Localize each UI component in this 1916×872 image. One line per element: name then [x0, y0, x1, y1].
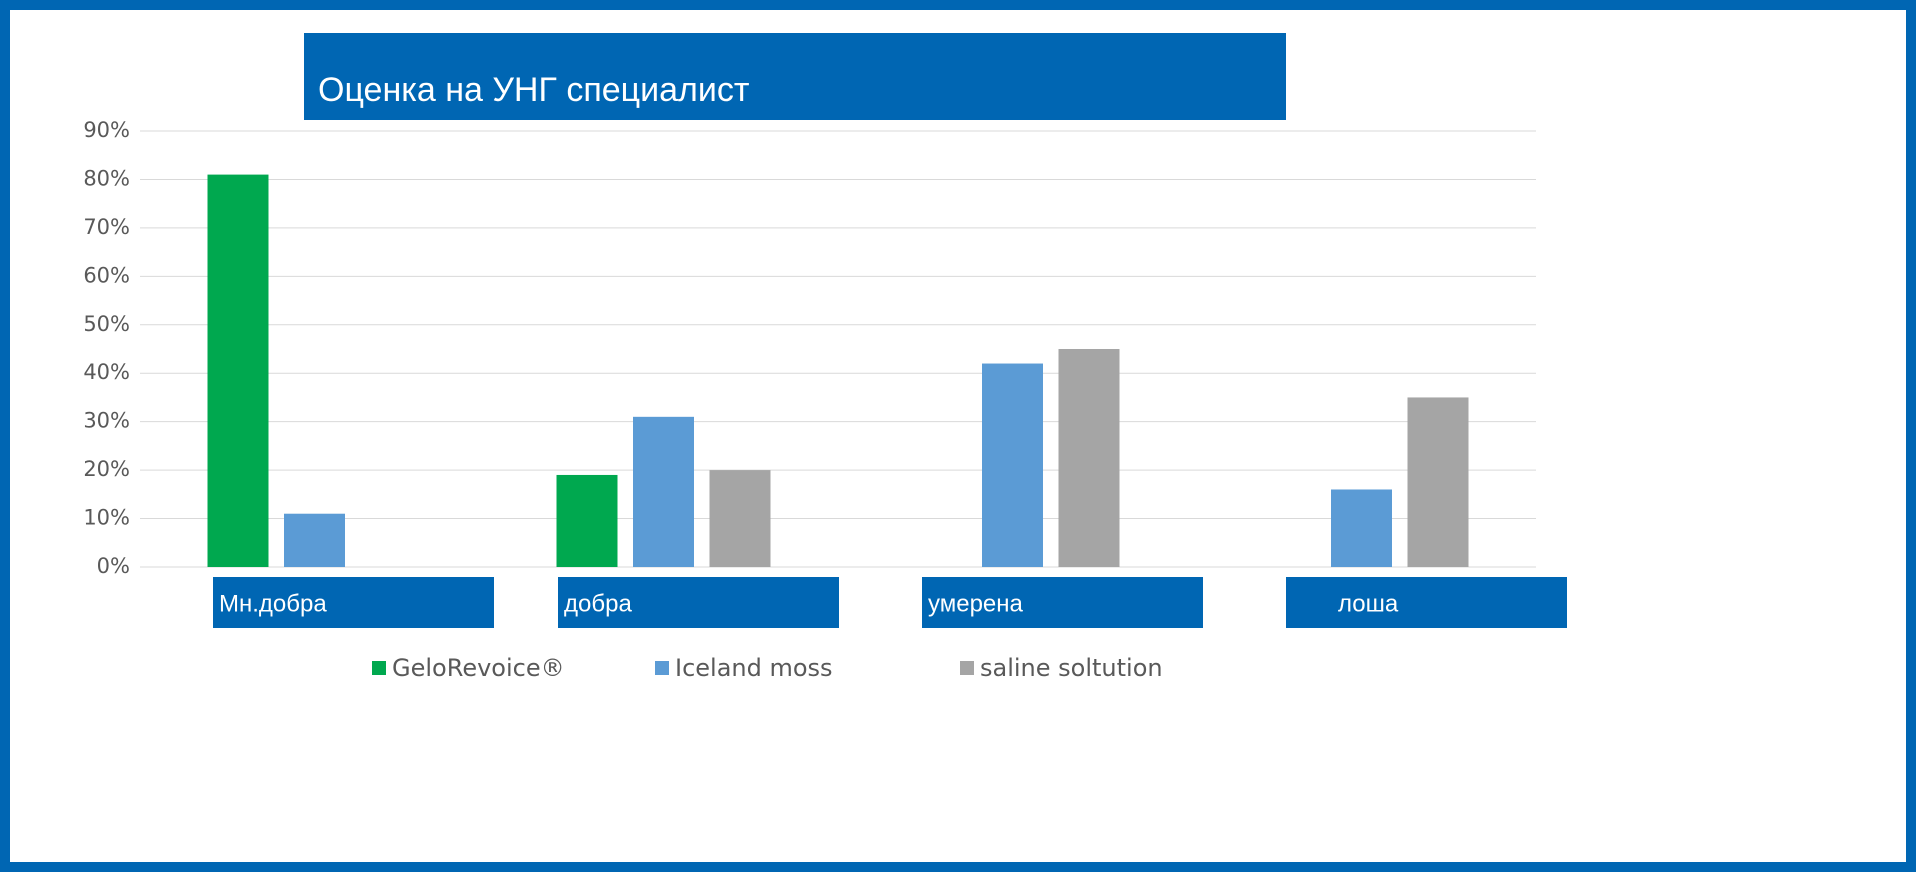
chart-title: Оценка на УНГ специалист [318, 71, 749, 109]
bar [982, 363, 1043, 567]
legend-swatch [655, 661, 669, 675]
bar [1331, 489, 1392, 567]
bar [1407, 397, 1469, 567]
y-tick-label: 80% [83, 166, 130, 190]
x-tick-label: умерена [928, 590, 1024, 617]
bar [1058, 349, 1120, 567]
y-tick-label: 40% [83, 360, 130, 384]
category-box [1286, 577, 1567, 628]
x-tick-label: Мн.добра [219, 590, 327, 617]
y-tick-label: 50% [83, 312, 130, 336]
legend-label: GeloRevoice® [392, 654, 565, 682]
y-tick-label: 90% [83, 118, 130, 142]
legend-swatch [960, 661, 974, 675]
x-tick-label: добра [564, 590, 632, 617]
background [10, 10, 1906, 862]
category-box [922, 577, 1203, 628]
y-tick-label: 0% [97, 554, 130, 578]
x-tick-label: лоша [1338, 590, 1399, 617]
y-tick-label: 10% [83, 506, 130, 530]
category-box [213, 577, 494, 628]
legend-label: saline soltution [980, 654, 1163, 682]
category-box [558, 577, 839, 628]
bar [207, 174, 269, 567]
legend-swatch [372, 661, 386, 675]
y-tick-label: 30% [83, 409, 130, 433]
bar [284, 513, 345, 567]
bar [556, 474, 618, 567]
legend-label: Iceland moss [675, 654, 833, 682]
title-box [304, 33, 1286, 120]
y-tick-label: 70% [83, 215, 130, 239]
y-tick-label: 20% [83, 457, 130, 481]
bar [633, 416, 694, 567]
bar [709, 470, 771, 567]
y-tick-label: 60% [83, 263, 130, 287]
